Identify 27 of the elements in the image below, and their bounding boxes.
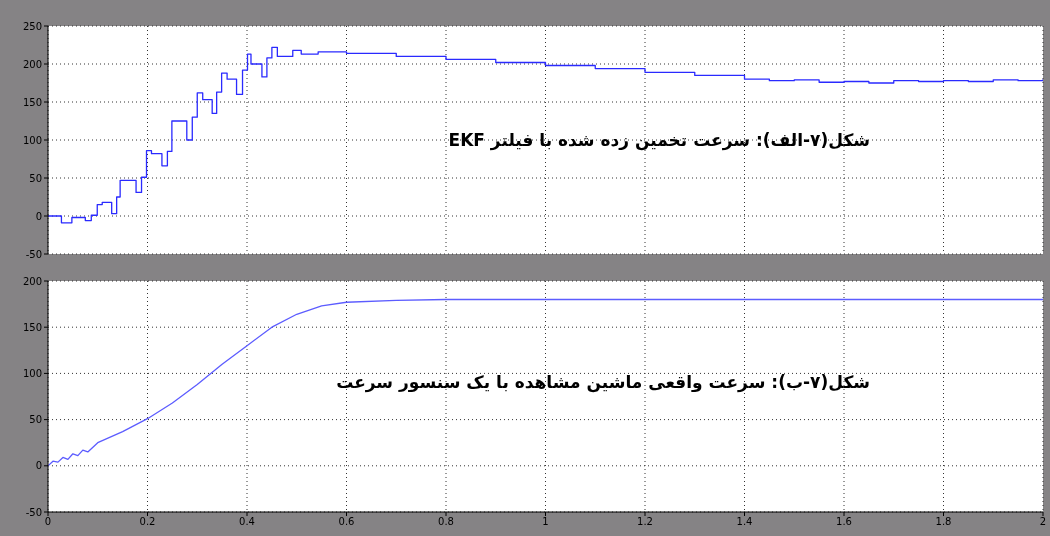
y-tick-label: 100 xyxy=(22,367,42,379)
y-tick-label: 150 xyxy=(22,321,42,333)
x-tick-label: 0 xyxy=(44,516,52,528)
y-tick-label: 100 xyxy=(22,134,42,146)
x-tick-label: 1.4 xyxy=(736,516,753,528)
x-tick-label: 0.6 xyxy=(338,516,355,528)
x-tick-label: 0.2 xyxy=(139,516,156,528)
x-tick-label: 1.2 xyxy=(637,516,653,528)
annotation: شکل(۷-الف): سرعت تخمین زده شده با فیلتر EKF xyxy=(448,130,870,150)
y-tick-label: 200 xyxy=(22,58,42,70)
x-tick-label: 2 xyxy=(1039,516,1047,528)
y-tick-label: 50 xyxy=(29,172,42,184)
y-tick-label: -50 xyxy=(25,506,42,518)
y-tick-label: -50 xyxy=(25,248,42,260)
x-tick-label: 1 xyxy=(542,516,549,528)
line-series xyxy=(48,298,1043,467)
x-tick-label: 1.6 xyxy=(836,516,852,528)
y-tick-label: 0 xyxy=(35,460,42,472)
y-tick-label: 50 xyxy=(29,414,42,426)
annotation: شکل(۷-ب): سرعت واقعی ماشین مشاهده با یک سنسور سرعت xyxy=(336,372,870,392)
x-tick-label: 0.4 xyxy=(239,516,255,528)
y-tick-label: 0 xyxy=(35,210,42,222)
y-tick-label: 150 xyxy=(22,96,42,108)
x-tick-label: 0.8 xyxy=(438,516,454,528)
x-tick-label: 1.8 xyxy=(935,516,952,528)
y-tick-label: 250 xyxy=(22,20,42,32)
y-tick-label: 200 xyxy=(22,275,42,287)
